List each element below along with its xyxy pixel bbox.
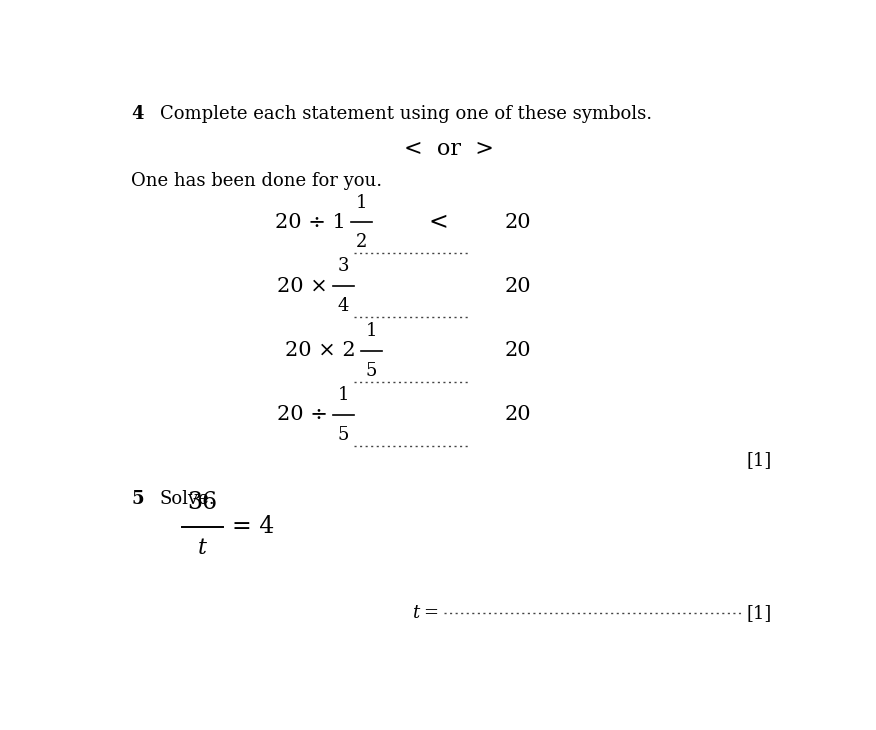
Text: 20 × 2: 20 × 2 [286,342,356,361]
Text: 1: 1 [365,322,378,340]
Text: 5: 5 [131,490,144,507]
Text: <: < [429,211,449,234]
Text: 4: 4 [338,297,350,315]
Text: 20: 20 [505,342,532,361]
Text: <  or  >: < or > [404,138,494,160]
Text: 20: 20 [505,405,532,424]
Text: 5: 5 [338,426,350,444]
Text: = 4: = 4 [232,515,274,538]
Text: 5: 5 [366,362,378,380]
Text: One has been done for you.: One has been done for you. [131,172,382,191]
Text: 1: 1 [356,193,367,212]
Text: 20 ÷: 20 ÷ [277,405,328,424]
Text: 3: 3 [338,258,350,275]
Text: Solve.: Solve. [160,490,215,507]
Text: Complete each statement using one of these symbols.: Complete each statement using one of the… [160,104,652,123]
Text: 20: 20 [505,213,532,232]
Text: =: = [423,604,438,622]
Text: [1]: [1] [747,451,772,469]
Text: 20 ×: 20 × [278,277,328,296]
Text: 4: 4 [131,104,144,123]
Text: t: t [198,537,207,559]
Text: 20 ÷ 1: 20 ÷ 1 [275,213,346,232]
Text: [1]: [1] [747,604,772,622]
Text: t: t [413,604,420,622]
Text: 2: 2 [356,233,367,251]
Text: 1: 1 [338,386,350,404]
Text: 36: 36 [187,491,217,514]
Text: 20: 20 [505,277,532,296]
